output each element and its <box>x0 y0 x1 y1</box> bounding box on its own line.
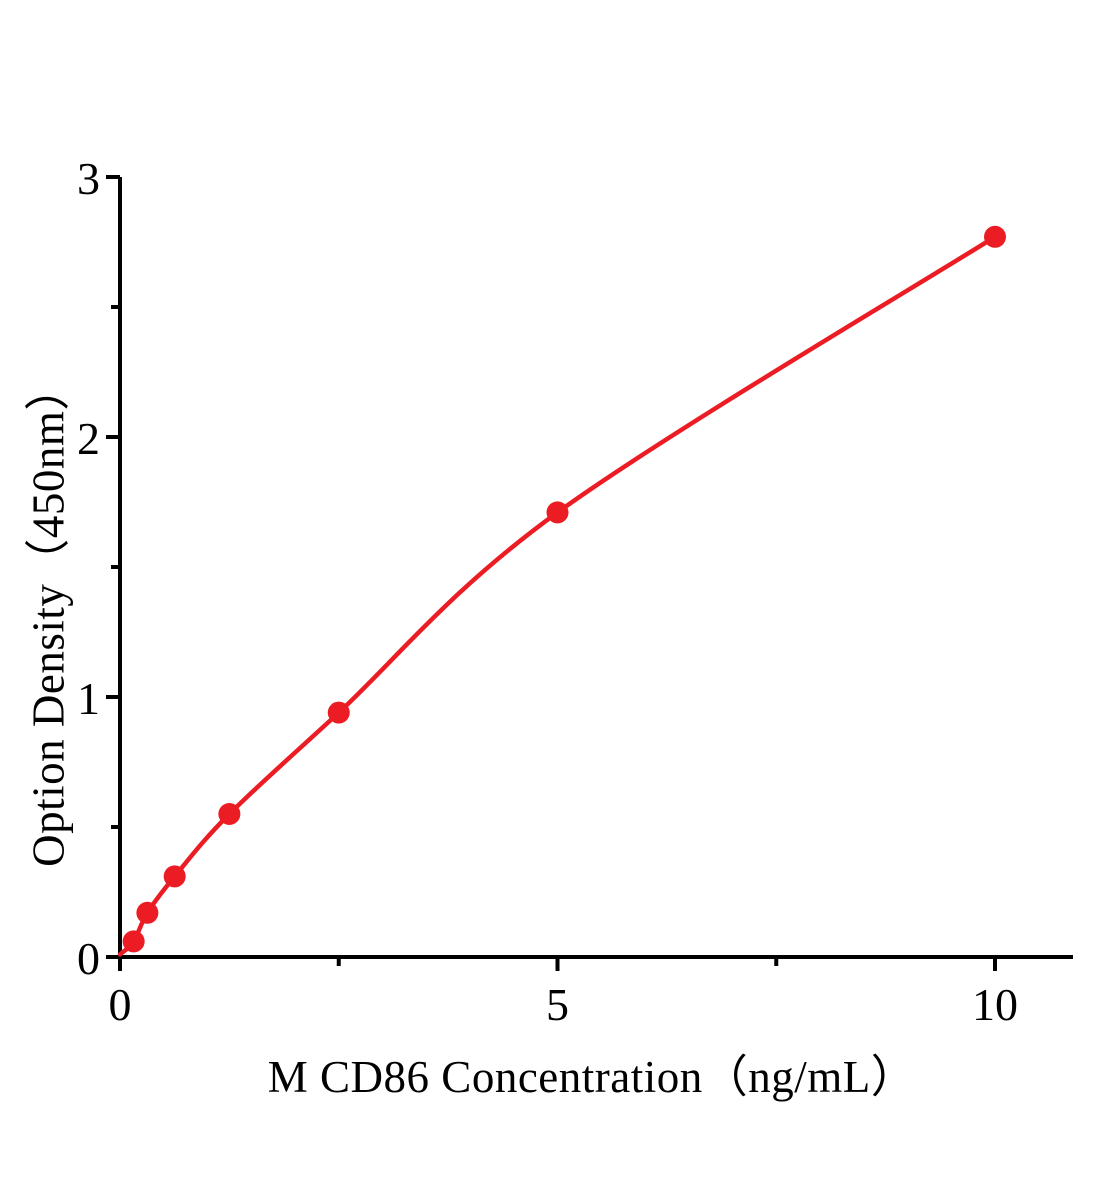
y-tick-label: 3 <box>77 153 100 204</box>
x-tick-label: 10 <box>972 979 1018 1030</box>
data-point-marker <box>984 225 1006 248</box>
x-tick-label: 0 <box>109 979 132 1030</box>
data-point-marker <box>136 901 159 924</box>
y-tick-label: 1 <box>77 673 100 724</box>
data-point-marker <box>327 701 350 724</box>
data-point-marker <box>546 501 569 524</box>
data-point-marker <box>122 930 145 953</box>
standard-curve-line <box>117 234 998 957</box>
y-tick-label: 0 <box>77 933 100 984</box>
y-tick-label: 2 <box>77 413 100 464</box>
x-axis-title: M CD86 Concentration（ng/mL） <box>267 1052 917 1102</box>
data-point-marker <box>218 803 241 825</box>
y-axis-title: Option Density（450nm） <box>23 365 74 867</box>
data-point-marker <box>163 865 186 888</box>
x-tick-label: 5 <box>546 979 569 1030</box>
